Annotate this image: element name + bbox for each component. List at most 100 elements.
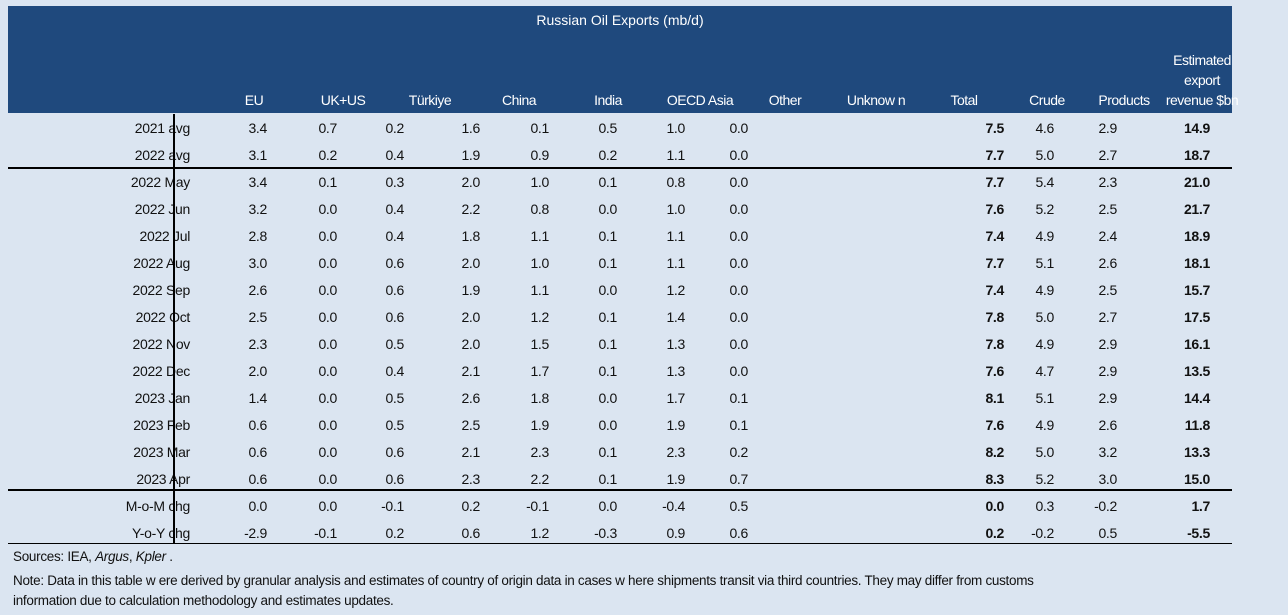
table-cell: 1.0: [666, 201, 685, 217]
table-cell: 7.4: [985, 282, 1004, 298]
table-cell: 0.2: [461, 498, 480, 514]
table-cell: 2.9: [1098, 363, 1117, 379]
row-label: 2021 avg: [134, 120, 191, 136]
table-cell: 0.1: [598, 255, 617, 271]
table-cell: 5.1: [1035, 390, 1054, 406]
table-cell: 2.0: [461, 309, 480, 325]
table-row: 2023 Feb 0.6 0.0 0.5 2.5 1.9 0.0 1.9 0.1 7.6 4.9 2.…: [8, 412, 1232, 439]
column-header: Crude: [1029, 92, 1065, 108]
divider: [8, 167, 1232, 169]
column-header: Estimated export revenue $bn: [1165, 52, 1239, 108]
table-cell: 0.1: [318, 174, 337, 190]
table-row: 2023 Mar 0.6 0.0 0.6 2.1 2.3 0.1 2.3 0.2 8.2 5.0 3.…: [8, 439, 1232, 466]
table-cell: 0.5: [385, 336, 404, 352]
table-cell: 2.9: [1098, 336, 1117, 352]
table-cell: 0.1: [729, 417, 748, 433]
table-cell: 5.0: [1035, 444, 1054, 460]
table-cell: 0.4: [385, 147, 404, 163]
table-cell: 1.1: [666, 255, 685, 271]
table-cell: 3.4: [248, 120, 267, 136]
table-cell: 2.0: [461, 336, 480, 352]
table-cell: 1.8: [461, 228, 480, 244]
table-cell: 0.6: [729, 525, 748, 541]
table-cell: 0.8: [530, 201, 549, 217]
table-cell: 1.3: [666, 336, 685, 352]
table-row: 2022 Oct 2.5 0.0 0.6 2.0 1.2 0.1 1.4 0.0 7.8 5.0 2.…: [8, 304, 1232, 331]
table-cell: 3.0: [248, 255, 267, 271]
table-cell: 0.8: [666, 174, 685, 190]
table-cell: 0.0: [598, 201, 617, 217]
table-cell: 0.2: [385, 525, 404, 541]
table-cell: 11.8: [1184, 417, 1211, 433]
table-cell: 0.0: [598, 390, 617, 406]
row-label: 2022 Aug: [133, 255, 190, 271]
table-cell: 0.0: [729, 228, 748, 244]
sources-sep: ,: [128, 549, 136, 564]
table-row: 2022 Sep 2.6 0.0 0.6 1.9 1.1 0.0 1.2 0.0 7.4 4.9 2.…: [8, 277, 1232, 304]
table-cell: 4.9: [1035, 282, 1054, 298]
table-row: 2023 Apr 0.6 0.0 0.6 2.3 2.2 0.1 1.9 0.7 8.3 5.2 3.…: [8, 466, 1232, 493]
table-cell: 0.4: [385, 363, 404, 379]
table-cell: 0.0: [318, 336, 337, 352]
table-cell: 0.0: [248, 498, 267, 514]
table-cell: 0.0: [598, 498, 617, 514]
table-cell: 0.0: [729, 147, 748, 163]
table-cell: 0.1: [598, 309, 617, 325]
table-cell: 21.7: [1183, 201, 1210, 217]
table-cell: -0.2: [1094, 498, 1117, 514]
table-cell: 0.0: [598, 282, 617, 298]
table-row: 2022 avg 3.1 0.2 0.4 1.9 0.9 0.2 1.1 0.0 7.7 5.0 2.…: [8, 142, 1232, 169]
table-cell: 0.5: [729, 498, 748, 514]
row-label: Y-o-Y chg: [131, 525, 190, 541]
table-cell: 0.3: [1035, 498, 1054, 514]
table-cell: 1.2: [530, 309, 549, 325]
table-cell: 7.7: [985, 255, 1004, 271]
table-cell: 2.5: [461, 417, 480, 433]
table-cell: -0.1: [314, 525, 337, 541]
table-cell: 2.3: [1098, 174, 1117, 190]
table-cell: 16.1: [1183, 336, 1210, 352]
table-cell: 2.2: [530, 471, 549, 487]
table-cell: 0.9: [666, 525, 685, 541]
table-cell: 0.0: [318, 390, 337, 406]
table-cell: 2.5: [1098, 282, 1117, 298]
table-cell: 2.9: [1098, 120, 1117, 136]
table-cell: 4.9: [1035, 417, 1054, 433]
table-cell: -0.1: [526, 498, 549, 514]
table-cell: 5.1: [1035, 255, 1054, 271]
table-cell: 1.1: [666, 228, 685, 244]
table-cell: 0.6: [248, 444, 267, 460]
table-cell: 3.2: [1098, 444, 1117, 460]
sources-kpler: Kpler: [135, 549, 166, 564]
table-cell: 1.7: [1191, 498, 1210, 514]
table-row: Y-o-Y chg -2.9 -0.1 0.2 0.6 1.2 -0.3 0.9 0.6 0.2 -…: [8, 520, 1232, 547]
table-row: 2022 Dec 2.0 0.0 0.4 2.1 1.7 0.1 1.3 0.0 7.6 4.7 2.…: [8, 358, 1232, 385]
table-cell: 2.2: [461, 201, 480, 217]
table-cell: 4.7: [1035, 363, 1054, 379]
table-cell: 7.7: [985, 147, 1004, 163]
table-cell: 0.6: [385, 471, 404, 487]
column-header: EU: [244, 92, 264, 108]
sources-text: Sources: IEA,: [13, 549, 96, 564]
table-row: M-o-M chg 0.0 0.0 -0.1 0.2 -0.1 0.0 -0.4 0.5 0.0 0…: [8, 493, 1232, 520]
table-cell: 0.7: [318, 120, 337, 136]
table-cell: 0.0: [318, 228, 337, 244]
table-cell: 2.0: [461, 174, 480, 190]
table-row: 2023 Jan 1.4 0.0 0.5 2.6 1.8 0.0 1.7 0.1 8.1 5.1 2.…: [8, 385, 1232, 412]
table-cell: 1.7: [666, 390, 685, 406]
table-cell: 3.1: [248, 147, 267, 163]
table-cell: 4.6: [1035, 120, 1054, 136]
row-label: 2022 Jun: [134, 201, 191, 217]
table-cell: 0.4: [385, 201, 404, 217]
table-cell: 1.9: [530, 417, 549, 433]
table-cell: 15.7: [1183, 282, 1210, 298]
table-cell: -0.4: [662, 498, 685, 514]
table-cell: 0.2: [729, 444, 748, 460]
column-header: Total: [950, 92, 978, 108]
table-cell: 0.0: [729, 120, 748, 136]
table-cell: 8.2: [985, 444, 1004, 460]
table-cell: 0.2: [598, 147, 617, 163]
table-cell: 8.3: [985, 471, 1004, 487]
table-cell: 2.5: [1098, 201, 1117, 217]
note-line-1: Note: Data in this table w ere derived b…: [13, 573, 1034, 588]
